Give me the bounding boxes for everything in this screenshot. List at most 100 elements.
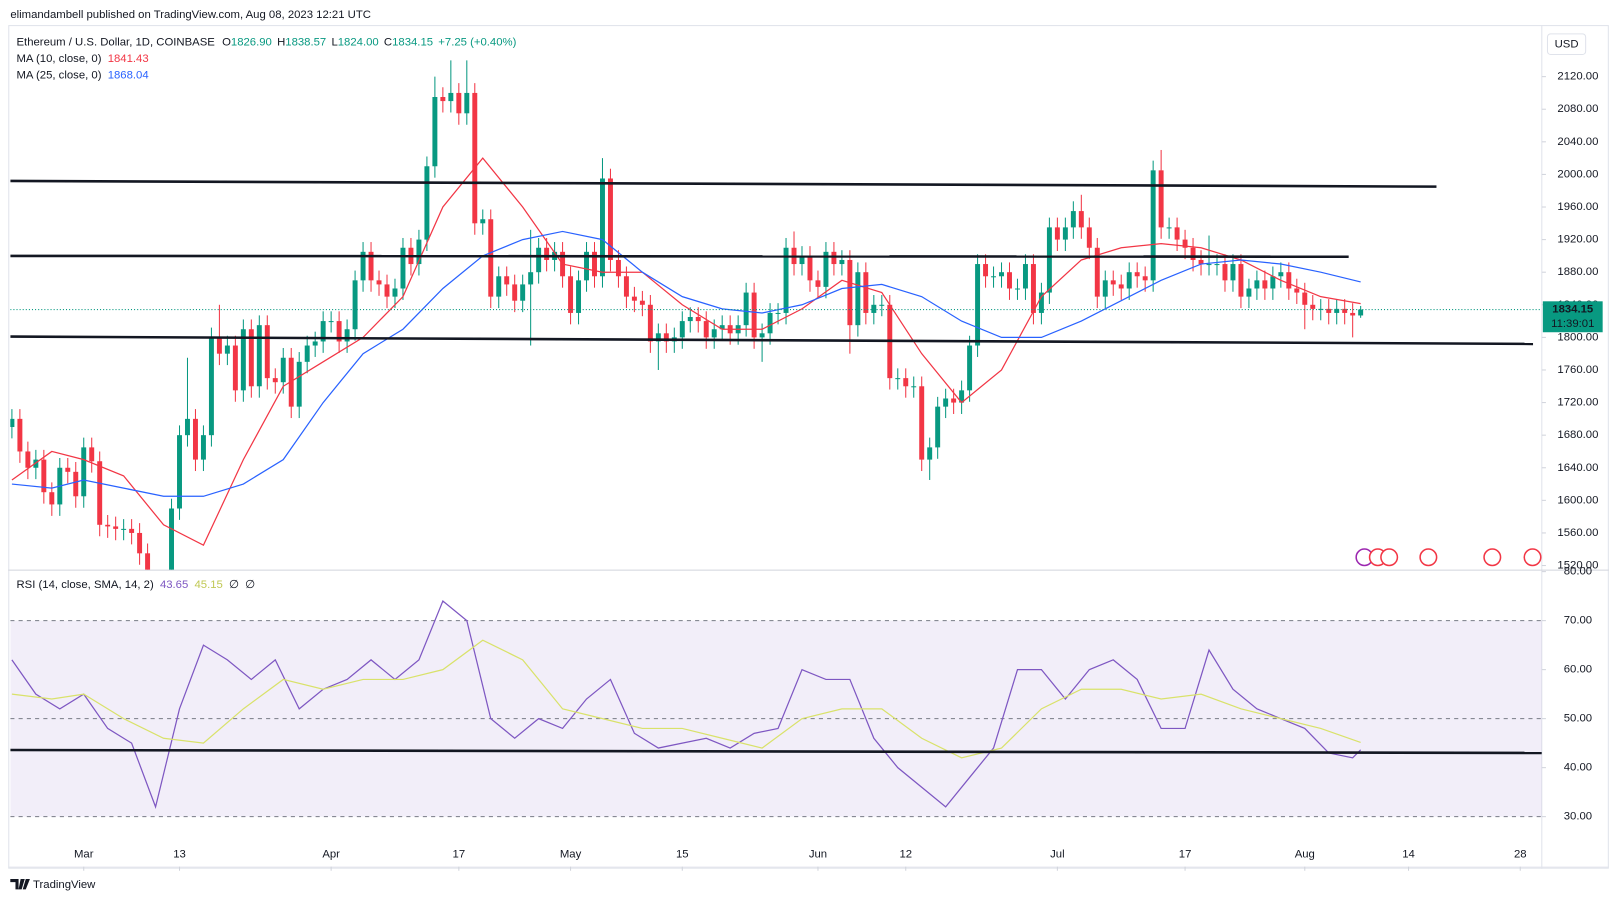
candle-body: [1126, 272, 1132, 289]
candle-body: [1110, 280, 1116, 285]
candle-body: [943, 398, 949, 407]
trendline: [10, 748, 1542, 755]
candle-body: [1334, 308, 1340, 313]
rsi-band: [10, 620, 1542, 817]
y-tick-label: 1560.00: [1557, 527, 1598, 539]
candle-body: [1070, 211, 1076, 228]
candle-body: [416, 239, 422, 265]
candle-body: [1214, 264, 1220, 266]
currency[interactable]: USD: [1555, 39, 1579, 51]
candle-body: [33, 459, 39, 468]
candle-body: [65, 467, 71, 472]
candle-body: [464, 92, 470, 114]
candle-body: [1015, 288, 1020, 290]
y-tick-label: 1680.00: [1557, 429, 1598, 441]
candle-body: [999, 272, 1004, 277]
candle-body: [472, 92, 478, 224]
trendline: [10, 179, 1437, 188]
candle-body: [224, 345, 230, 354]
symbol-title: Ethereum / U.S. Dollar, 1D, COINBASE: [17, 37, 216, 49]
candle-body: [895, 378, 901, 380]
candle-body: [623, 276, 629, 297]
candle-body: [113, 526, 119, 529]
candle-body: [799, 255, 805, 265]
candle-body: [432, 97, 438, 167]
candle-body: [983, 264, 989, 277]
candle-body: [592, 251, 597, 277]
candle-body: [320, 321, 326, 342]
candle-body: [679, 321, 685, 338]
candle-body: [815, 280, 821, 287]
candle-body: [1166, 227, 1172, 229]
logo-mark: [10, 879, 30, 890]
candle-body: [1062, 227, 1068, 240]
publisher: elimandambell published on TradingView.c…: [10, 9, 371, 21]
candle-body: [759, 333, 765, 338]
candle-body: [743, 292, 749, 326]
sma-value: 45.15: [194, 579, 222, 591]
candle-body: [25, 451, 31, 468]
candle-body: [1358, 309, 1364, 316]
candle-body: [280, 357, 286, 383]
candle-body: [1030, 264, 1036, 313]
candle-body: [807, 255, 813, 281]
last-price-badge: [1542, 301, 1603, 333]
x-tick-label: Jul: [1050, 848, 1064, 860]
candle-body: [967, 345, 973, 391]
candle-body: [89, 447, 95, 462]
trendline: [10, 335, 1534, 346]
candle-body: [216, 337, 222, 354]
x-tick-label: 13: [173, 848, 186, 860]
extra-label: ∅: [245, 579, 255, 591]
candle-body: [847, 259, 853, 326]
candle-body: [488, 219, 494, 297]
candle-body: [687, 317, 693, 322]
x-tick-label: Aug: [1295, 848, 1315, 860]
y-tick-label: 40.00: [1564, 762, 1592, 774]
candle-body: [607, 178, 613, 260]
candle-body: [1342, 308, 1348, 313]
candle-body: [584, 251, 589, 281]
x-tick-label: Jun: [809, 848, 827, 860]
candle-body: [1158, 170, 1164, 228]
y-tick-label: 1880.00: [1557, 266, 1598, 278]
candle-body: [1246, 288, 1252, 297]
event-icon: [1419, 548, 1438, 567]
candle-body: [1270, 276, 1276, 289]
extra-label: ∅: [229, 579, 239, 591]
rsi-pane: [10, 600, 1542, 818]
x-tick-label: 17: [1179, 848, 1192, 860]
candle-body: [1022, 264, 1028, 289]
last-price-label: 1834.15: [1552, 304, 1593, 316]
candle-body: [272, 378, 278, 383]
candle-body: [1310, 304, 1316, 309]
candle-body: [208, 337, 214, 436]
y-tick-label: 1800.00: [1557, 331, 1598, 343]
candle-body: [192, 418, 198, 460]
candle-body: [504, 276, 510, 285]
candle-body: [520, 284, 526, 301]
legend-value: 1868.04: [108, 70, 149, 82]
candle-body: [600, 178, 605, 277]
y-tick-label: 2120.00: [1557, 71, 1598, 83]
y-tick-label: 1960.00: [1557, 201, 1598, 213]
candle-body: [1254, 280, 1260, 289]
candle-body: [959, 390, 965, 403]
candle-body: [935, 406, 941, 448]
candle-body: [336, 321, 342, 342]
y-tick-label: 1720.00: [1557, 397, 1598, 409]
candle-body: [1118, 284, 1124, 289]
candle-body: [376, 280, 382, 285]
candle-body: [568, 276, 574, 313]
candle-body: [1238, 264, 1244, 297]
candle-body: [767, 312, 773, 334]
currency-button[interactable]: [1546, 33, 1587, 55]
low-value: 1824.00: [338, 37, 379, 49]
candle-body: [145, 553, 151, 570]
candle-body: [400, 247, 406, 289]
candle-body: [1262, 280, 1268, 289]
x-tick-label: 14: [1402, 848, 1415, 860]
candle-body: [1230, 264, 1236, 281]
candle-body: [911, 386, 917, 388]
